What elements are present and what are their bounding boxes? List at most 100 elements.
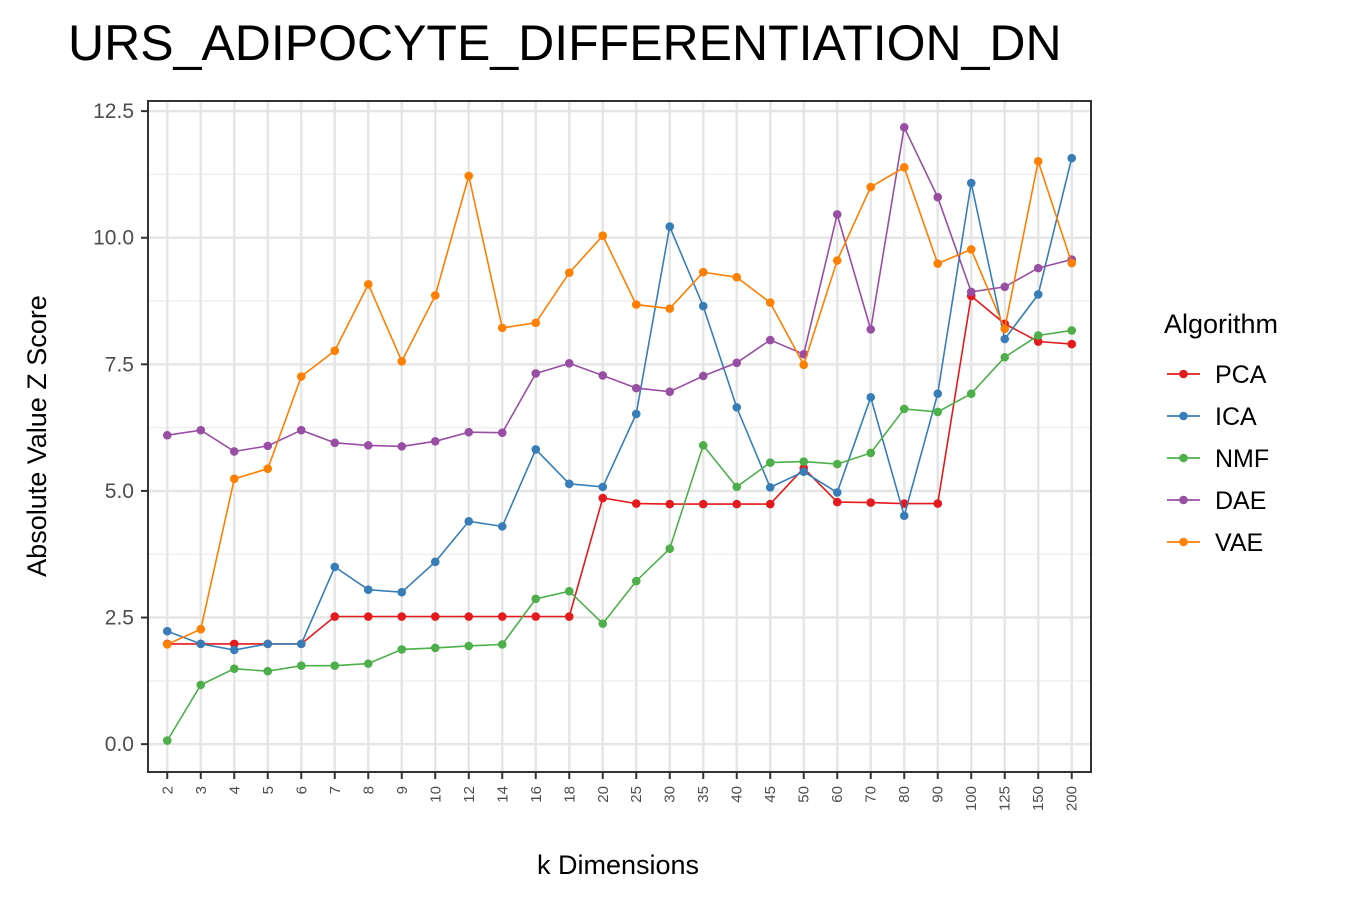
legend-label: DAE (1215, 487, 1266, 515)
legend-item-dae: DAE (1167, 487, 1266, 515)
data-point (162, 736, 172, 745)
x-tick-label: 35 (695, 786, 712, 803)
plot-panel-border (147, 100, 1092, 773)
data-point (598, 371, 608, 380)
x-tick-label: 25 (628, 786, 645, 803)
data-point (330, 346, 340, 355)
data-point (598, 482, 608, 492)
data-point (363, 659, 373, 668)
chart-title: URS_ADIPOCYTE_DIFFERENTIATION_DN (68, 15, 1062, 71)
data-point (933, 499, 943, 508)
data-point (196, 624, 206, 634)
legend-label: PCA (1215, 361, 1267, 389)
x-tick-label: 7 (327, 786, 344, 794)
data-point (397, 442, 407, 451)
data-point (598, 231, 608, 241)
x-tick-label: 4 (226, 786, 243, 794)
legend-label: NMF (1215, 445, 1269, 473)
data-point (296, 639, 306, 649)
legend-item-vae: VAE (1167, 529, 1263, 557)
legend-title: Algorithm (1164, 309, 1278, 339)
data-point (497, 612, 507, 621)
data-point (296, 425, 306, 435)
data-point (162, 626, 172, 636)
data-point (564, 479, 574, 489)
data-point (397, 645, 407, 654)
data-point (430, 557, 440, 567)
data-point (765, 483, 775, 492)
data-point (832, 497, 842, 507)
data-point (229, 639, 239, 649)
series-line (167, 158, 1073, 651)
data-point (799, 467, 809, 476)
data-point (196, 425, 206, 435)
legend-key-point (1179, 411, 1188, 421)
series-ica (162, 153, 1077, 655)
data-point (899, 163, 909, 172)
data-point (497, 522, 507, 531)
data-point (497, 428, 507, 438)
data-point (631, 499, 641, 508)
x-tick-label: 80 (896, 786, 913, 803)
data-point (229, 447, 239, 456)
data-point (263, 666, 273, 676)
data-point (631, 409, 641, 419)
x-tick-label: 70 (863, 786, 880, 803)
x-tick-label: 5 (260, 786, 277, 794)
data-point (363, 612, 373, 621)
data-point (363, 280, 373, 289)
legend-item-pca: PCA (1167, 361, 1267, 389)
data-point (397, 612, 407, 621)
data-point (531, 369, 541, 378)
data-point (899, 404, 909, 414)
data-point (866, 182, 876, 192)
series-dae (162, 123, 1077, 456)
data-point (296, 661, 306, 670)
x-tick-label: 2 (159, 786, 176, 794)
x-tick-label: 100 (963, 786, 980, 811)
data-point (966, 389, 976, 399)
data-point (497, 323, 507, 333)
series-vae (162, 156, 1077, 649)
data-point (765, 298, 775, 307)
data-point (330, 661, 340, 670)
data-point (732, 499, 742, 509)
x-tick-label: 12 (461, 786, 478, 803)
data-point (1033, 156, 1043, 166)
legend-item-ica: ICA (1167, 403, 1257, 431)
data-point (698, 371, 708, 381)
data-point (832, 488, 842, 497)
data-point (1000, 324, 1010, 334)
x-tick-label: 45 (762, 786, 779, 803)
legend-key-point (1179, 369, 1188, 379)
y-tick-label: 5.0 (105, 480, 134, 503)
data-point (698, 499, 708, 509)
series-line (167, 124, 1072, 453)
data-point (665, 222, 675, 231)
data-point (229, 645, 239, 655)
data-point (1067, 326, 1077, 335)
data-point (263, 639, 273, 649)
data-point (698, 267, 708, 277)
series-nmf (162, 326, 1077, 745)
data-point (430, 291, 440, 300)
x-tick-label: 16 (528, 786, 545, 803)
x-tick-label: 3 (193, 786, 210, 794)
y-tick-label: 10.0 (93, 227, 134, 250)
data-point (933, 389, 943, 399)
y-tick-label: 7.5 (105, 353, 134, 376)
y-tick-label: 0.0 (105, 733, 134, 756)
x-axis-title: k Dimensions (537, 850, 699, 880)
data-point (464, 517, 474, 526)
data-point (665, 387, 675, 396)
data-point (832, 256, 842, 265)
data-point (162, 640, 172, 649)
data-point (1033, 337, 1043, 346)
data-point (1067, 339, 1077, 349)
data-point (966, 245, 976, 254)
data-point (933, 259, 943, 268)
data-point (732, 358, 742, 368)
data-point (430, 612, 440, 621)
data-point (1000, 352, 1010, 362)
